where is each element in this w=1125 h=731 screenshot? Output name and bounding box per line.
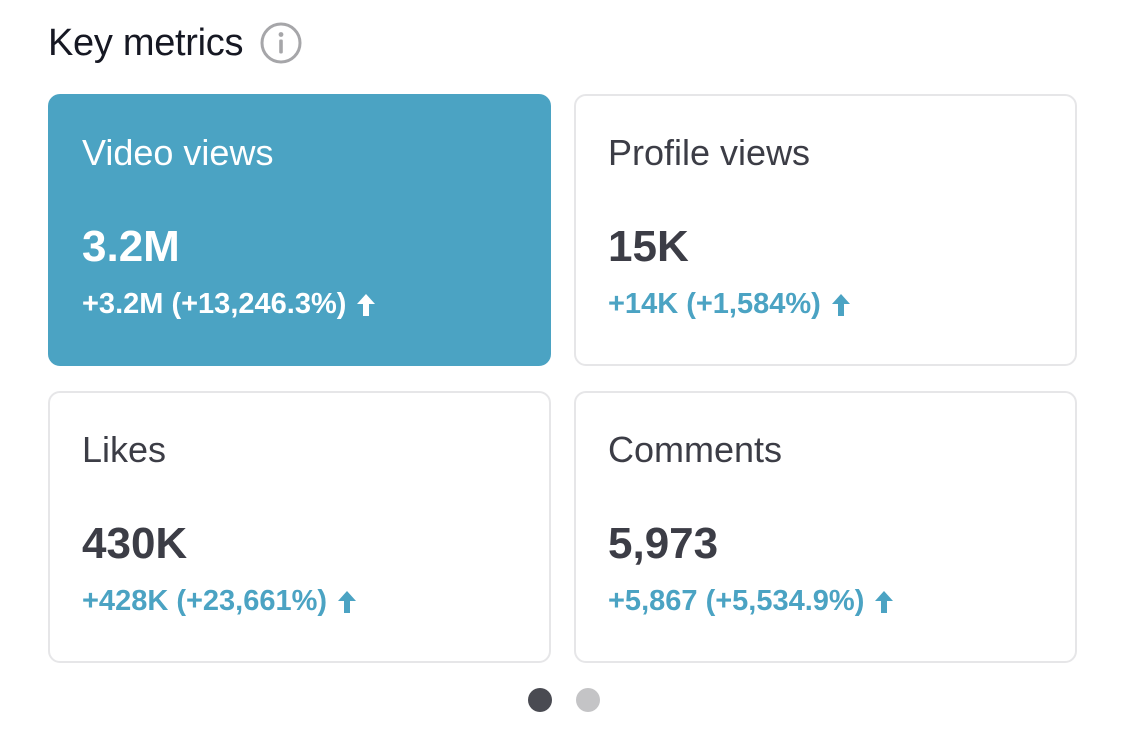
metric-value: 5,973 bbox=[608, 519, 719, 568]
metric-card-likes[interactable]: Likes 430K +428K (+23,661%) bbox=[48, 391, 551, 663]
metric-change-text: +428K (+23,661%) bbox=[82, 585, 328, 617]
metric-value: 15K bbox=[608, 222, 689, 271]
metric-change-text: +14K (+1,584%) bbox=[608, 288, 821, 320]
page-dot-2[interactable] bbox=[576, 688, 600, 712]
metric-change: +428K (+23,661%) bbox=[82, 585, 357, 618]
metric-value: 430K bbox=[82, 519, 188, 568]
metric-label: Video views bbox=[82, 132, 274, 173]
metric-change: +5,867 (+5,534.9%) bbox=[608, 585, 894, 618]
metric-change-text: +3.2M (+13,246.3%) bbox=[82, 288, 347, 320]
arrow-up-icon bbox=[831, 293, 850, 316]
metric-label: Comments bbox=[608, 429, 783, 470]
arrow-up-icon bbox=[875, 590, 894, 613]
arrow-up-icon bbox=[357, 293, 376, 316]
section-title: Key metrics bbox=[48, 21, 244, 64]
arrow-up-icon bbox=[338, 590, 357, 613]
metric-card-video-views[interactable]: Video views 3.2M +3.2M (+13,246.3%) bbox=[48, 94, 551, 366]
metric-label: Profile views bbox=[608, 132, 811, 173]
metric-change-text: +5,867 (+5,534.9%) bbox=[608, 585, 865, 617]
metric-value: 3.2M bbox=[82, 222, 180, 271]
page-dot-1[interactable] bbox=[528, 688, 552, 712]
metric-card-comments[interactable]: Comments 5,973 +5,867 (+5,534.9%) bbox=[574, 391, 1077, 663]
page-indicator bbox=[528, 688, 600, 712]
metric-label: Likes bbox=[82, 429, 167, 470]
metric-card-profile-views[interactable]: Profile views 15K +14K (+1,584%) bbox=[574, 94, 1077, 366]
info-circle-icon[interactable] bbox=[259, 21, 303, 65]
section-header: Key metrics bbox=[48, 14, 303, 72]
metric-change: +14K (+1,584%) bbox=[608, 288, 851, 321]
metric-change: +3.2M (+13,246.3%) bbox=[82, 288, 376, 321]
